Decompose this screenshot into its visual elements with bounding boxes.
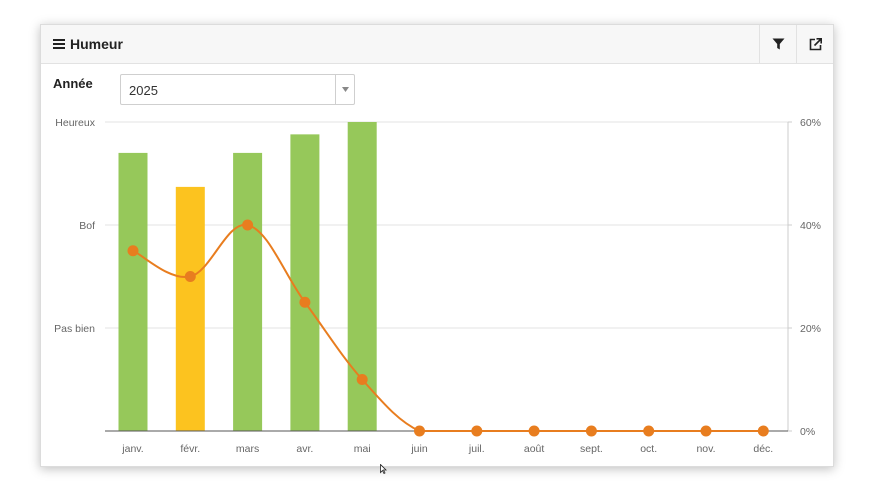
external-link-icon (809, 37, 822, 50)
trend-point (471, 425, 483, 437)
panel-title: Humeur (70, 36, 123, 52)
mouse-cursor-icon (380, 464, 387, 474)
filter-button[interactable] (759, 25, 796, 63)
year-select-value: 2025 (129, 83, 158, 98)
right-axis-tick-label: 0% (800, 426, 815, 438)
left-axis-tick-label: Bof (79, 220, 95, 232)
caret-down-icon (341, 87, 349, 92)
x-axis-tick-label: déc. (753, 443, 773, 455)
x-axis-tick-label: nov. (696, 443, 715, 455)
x-axis-tick-label: mars (236, 443, 259, 455)
right-axis-tick-label: 20% (800, 323, 821, 335)
x-axis-tick-label: mai (354, 443, 371, 455)
bar (233, 152, 263, 431)
panel-header: Humeur (41, 25, 833, 64)
trend-point (184, 271, 196, 282)
trend-point (414, 425, 425, 437)
x-axis-tick-label: août (524, 443, 545, 455)
bar (290, 134, 320, 432)
trend-point (242, 219, 254, 231)
year-select-toggle[interactable] (335, 75, 354, 104)
left-axis-tick-label: Pas bien (54, 323, 95, 335)
filter-icon (772, 38, 784, 50)
year-label: Année (53, 76, 93, 91)
x-axis-tick-label: juil. (468, 443, 485, 455)
x-axis-tick-label: juin (410, 443, 428, 455)
bar (118, 152, 148, 431)
x-axis-tick-label: janv. (121, 443, 143, 455)
menu-icon[interactable] (53, 39, 65, 49)
bar (175, 186, 205, 431)
left-axis-tick-label: Heureux (55, 117, 95, 129)
external-link-button[interactable] (796, 25, 833, 63)
x-axis-tick-label: févr. (180, 443, 200, 455)
trend-point (585, 425, 597, 437)
right-axis-tick-label: 40% (800, 220, 821, 232)
year-select[interactable]: 2025 (120, 74, 355, 105)
trend-point (757, 425, 769, 437)
trend-point (700, 425, 712, 437)
trend-point (127, 245, 139, 257)
right-axis-tick-label: 60% (800, 117, 821, 129)
panel-title-wrap: Humeur (53, 25, 123, 63)
trend-point (643, 425, 655, 437)
trend-point (299, 296, 311, 308)
x-axis-tick-label: avr. (296, 443, 313, 455)
x-axis-tick-label: oct. (640, 443, 657, 455)
trend-point (356, 374, 368, 385)
x-axis-tick-label: sept. (580, 443, 603, 455)
mood-panel: Humeur Année 2025 (40, 24, 834, 467)
trend-point (528, 425, 540, 437)
